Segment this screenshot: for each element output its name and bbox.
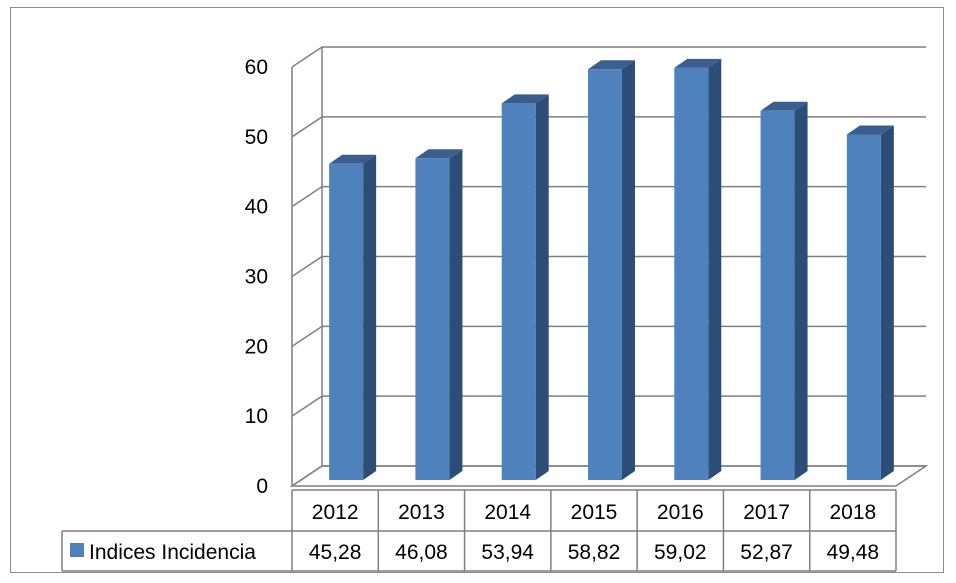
bar-front [415,158,450,480]
data-table-value: 52,87 [740,541,793,564]
y-tick-label: 40 [245,196,268,219]
gridline-side [291,116,323,138]
bar-top [588,60,635,70]
gridline-side [291,255,323,278]
y-axis-tick-labels: 0 10 20 30 40 50 60 [245,56,268,498]
bar-top [415,149,463,159]
bars [329,58,894,481]
bar [674,58,722,481]
bar-front [760,110,795,480]
x-tick-label: 2014 [484,501,531,524]
data-table-value: 46,08 [395,541,448,564]
bar-side [708,58,722,481]
data-table: 2012 45,28 2013 46,08 2014 53,94 2015 58,82 2016… [61,489,897,572]
bar-top [674,58,722,68]
x-tick-label: 2012 [312,501,359,524]
bar [501,94,549,480]
x-tick-label: 2018 [829,501,876,524]
bar [588,60,635,481]
bar [760,101,808,480]
bar-side [535,94,549,480]
y-tick-label: 10 [245,405,268,428]
data-table-value: 59,02 [654,541,707,564]
gridline-side [291,46,323,68]
bar-side [794,101,808,480]
x-tick-label: 2016 [657,501,704,524]
bar-front [674,67,709,481]
bar [329,154,377,480]
bar-side [622,60,635,481]
gridline-side [291,325,323,347]
bar-side [363,154,377,480]
data-table-value: 45,28 [309,541,362,564]
floor [289,465,929,487]
bar-front [846,134,881,480]
gridline-side [291,186,323,208]
bar-front [501,103,536,480]
gridline-side [291,395,323,417]
y-tick-label: 60 [245,56,268,79]
y-tick-label: 20 [245,335,268,358]
bar-top [329,154,377,164]
bar-front [329,163,364,480]
legend-swatch [70,543,84,557]
bar-side [449,149,463,480]
bar-front [588,69,622,481]
data-table-value: 53,94 [481,541,534,564]
bar-top [846,125,894,135]
bar-top [501,94,549,104]
x-tick-label: 2017 [743,501,790,524]
bar-top [760,101,808,111]
data-table-value: 58,82 [568,541,621,564]
bar [415,149,463,480]
data-table-value: 49,48 [827,541,880,564]
legend-label: Indices Incidencia [89,541,256,564]
bar-side [880,125,894,481]
x-tick-label: 2013 [398,501,445,524]
y-tick-label: 0 [256,475,268,498]
y-tick-label: 30 [245,266,268,289]
y-tick-label: 50 [245,126,268,149]
x-tick-label: 2015 [571,501,618,524]
bar [846,125,894,481]
